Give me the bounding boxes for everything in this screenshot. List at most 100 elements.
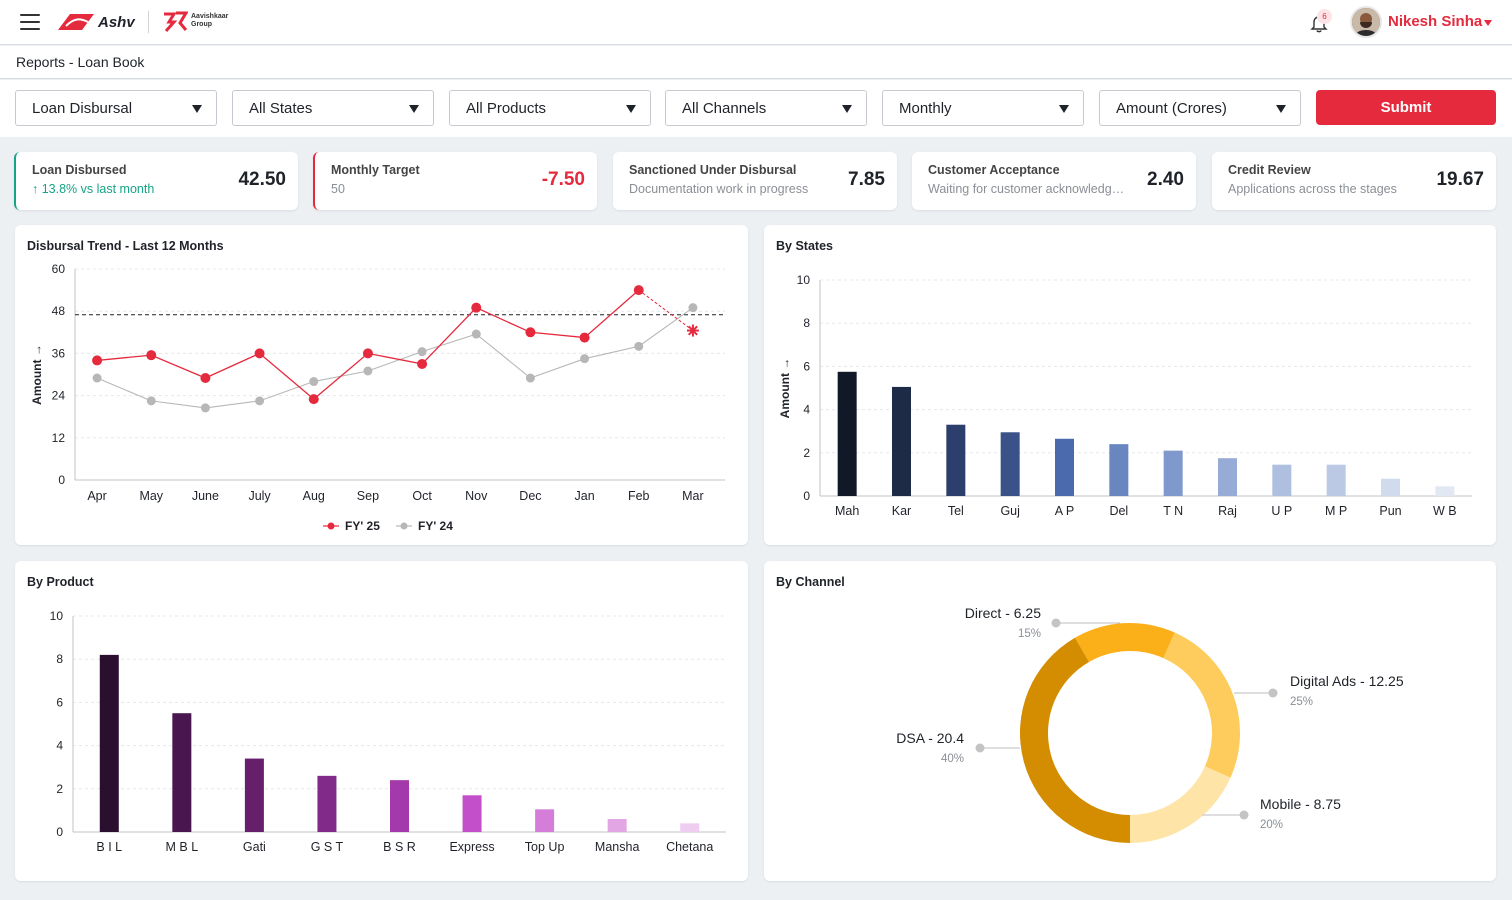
menu-icon[interactable]: [20, 14, 40, 30]
x-tick-label: Chetana: [666, 840, 713, 854]
avatar[interactable]: [1350, 6, 1382, 38]
x-tick-label: Guj: [1000, 504, 1019, 518]
data-point: [633, 285, 644, 296]
y-tick-label: 0: [58, 473, 65, 487]
bar: [607, 819, 627, 832]
series-line: [97, 289, 640, 400]
data-point-projected: [687, 325, 698, 336]
kpi-subtitle: Waiting for customer acknowledgement: [928, 182, 1128, 196]
x-tick-label: Aug: [303, 489, 325, 503]
x-tick-label: Feb: [628, 489, 650, 503]
data-point: [309, 377, 319, 387]
metric-select[interactable]: Loan Disbursal: [15, 90, 217, 126]
y-tick-label: 6: [56, 695, 63, 709]
x-tick-label: Sep: [357, 489, 379, 503]
bar: [1055, 438, 1074, 496]
kpi-title: Customer Acceptance: [928, 163, 1060, 177]
series-line: [96, 307, 694, 409]
bar: [1435, 486, 1455, 496]
donut-slice: [1130, 766, 1231, 843]
leader-dot: [1051, 618, 1061, 628]
bar: [1163, 450, 1183, 496]
x-tick-label: A P: [1055, 504, 1074, 518]
kpi-credit-review[interactable]: Credit Review Applications across the st…: [1212, 152, 1496, 210]
bar: [1109, 444, 1129, 496]
period-select-value: Monthly: [899, 100, 952, 117]
kpi-value: 7.85: [848, 169, 885, 190]
slice-percent-label: 40%: [941, 753, 964, 765]
y-tick-label: 48: [52, 304, 66, 318]
disbursal-trend-card: Disbursal Trend - Last 12 Months 0 12 24 36…: [15, 225, 748, 545]
kpi-value: 19.67: [1436, 169, 1484, 190]
aavishkaar-logo: Aavishkaar Group: [162, 10, 228, 32]
y-axis-label: Amount →: [778, 358, 792, 419]
bar: [946, 424, 966, 496]
ashv-logo-icon: [58, 14, 94, 30]
data-point: [417, 347, 427, 357]
donut-slice: [1075, 623, 1175, 662]
y-tick-label: 60: [52, 262, 66, 276]
x-tick-label: U P: [1271, 504, 1292, 518]
kpi-value: -7.50: [541, 169, 585, 190]
state-select[interactable]: All States: [232, 90, 434, 126]
x-tick-label: Kar: [892, 504, 911, 518]
chart-title: By States: [776, 239, 833, 253]
data-point: [255, 396, 265, 406]
x-tick-label: M B L: [166, 840, 199, 854]
legend-label: FY' 24: [418, 519, 453, 533]
legend-label: FY' 25: [345, 519, 380, 533]
bar: [1272, 464, 1292, 496]
ashv-logo[interactable]: Ashv: [56, 11, 135, 33]
x-tick-label: Tel: [948, 504, 964, 518]
bar: [390, 780, 409, 832]
y-tick-label: 10: [797, 273, 811, 287]
leader-dot: [1268, 688, 1278, 698]
x-tick-label: T N: [1163, 504, 1183, 518]
product-select[interactable]: All Products: [449, 90, 651, 126]
data-point: [580, 354, 590, 364]
x-tick-label: Top Up: [525, 840, 565, 854]
y-tick-label: 36: [52, 346, 66, 360]
unit-select[interactable]: Amount (Crores): [1099, 90, 1301, 126]
data-point: [471, 302, 482, 313]
by-states-card: By States 0 2 4 6 8 10 Amount → Mah Kar Tel Guj A P…: [764, 225, 1496, 545]
kpi-title: Loan Disbursed: [32, 163, 127, 177]
legend-swatch-dot: [327, 522, 335, 530]
kpi-sanctioned-under-disbursal[interactable]: Sanctioned Under Disbursal Documentation…: [613, 152, 897, 210]
kpi-monthly-target[interactable]: Monthly Target 50 -7.50: [313, 152, 597, 210]
period-select[interactable]: Monthly: [882, 90, 1084, 126]
data-point: [525, 373, 535, 383]
y-tick-label: 0: [56, 825, 63, 839]
bar: [680, 823, 700, 832]
aavishkaar-logo-text: Aavishkaar Group: [191, 13, 228, 29]
metric-select-value: Loan Disbursal: [32, 100, 133, 117]
y-tick-label: 12: [52, 431, 66, 445]
kpi-loan-disbursed[interactable]: Loan Disbursed ↑ 13.8% vs last month 42.…: [14, 152, 298, 210]
bar: [244, 758, 264, 832]
bar: [837, 371, 857, 496]
aavishkaar-logo-icon: [164, 11, 188, 32]
y-tick-label: 2: [56, 782, 63, 796]
aavishkaar-line1: Aavishkaar: [191, 13, 229, 20]
data-point: [417, 358, 428, 369]
data-point: [92, 373, 102, 383]
x-tick-label: Del: [1109, 504, 1128, 518]
user-name[interactable]: Nikesh Sinha: [1388, 13, 1483, 30]
kpi-customer-acceptance[interactable]: Customer Acceptance Waiting for customer…: [912, 152, 1196, 210]
x-tick-label: W B: [1433, 504, 1457, 518]
kpi-subtitle: 50: [331, 182, 345, 196]
x-tick-label: Raj: [1218, 504, 1237, 518]
x-tick-label: B I L: [96, 840, 122, 854]
aavishkaar-line2: Group: [191, 21, 212, 28]
bar: [1000, 432, 1020, 496]
channel-select[interactable]: All Channels: [665, 90, 867, 126]
user-menu-chevron-down-icon[interactable]: [1484, 20, 1492, 26]
chevron-down-icon: [409, 105, 419, 113]
submit-button[interactable]: Submit: [1316, 90, 1496, 125]
y-tick-label: 8: [803, 316, 810, 330]
data-point: [525, 327, 536, 338]
bar: [1381, 478, 1400, 496]
leader-dot: [1239, 810, 1249, 820]
logo-divider: [148, 11, 149, 33]
unit-select-value: Amount (Crores): [1116, 100, 1227, 117]
